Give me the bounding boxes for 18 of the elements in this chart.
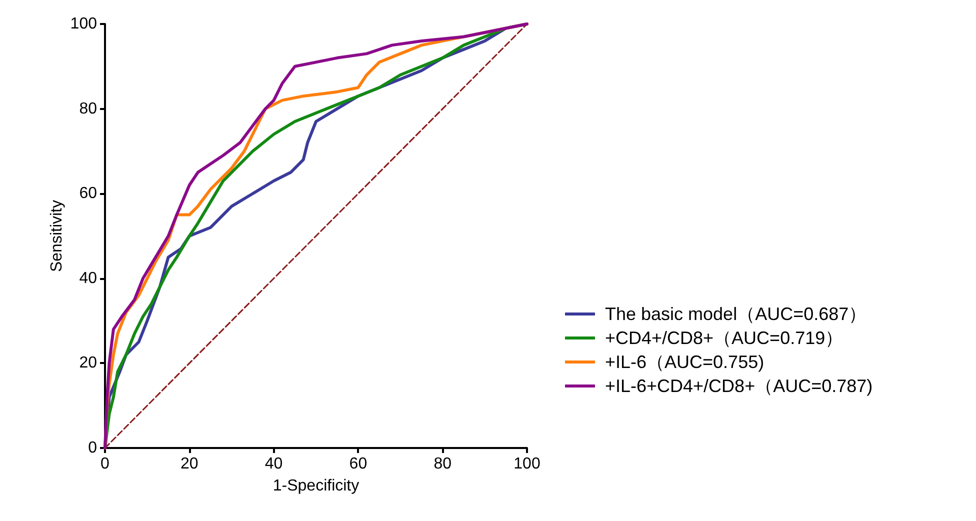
legend-label: +CD4+/CD8+（AUC=0.719） xyxy=(605,328,844,348)
x-axis-title: 1-Specificity xyxy=(272,478,360,494)
y-axis-title: Sensitivity xyxy=(48,200,66,272)
x-tick-label: 40 xyxy=(264,456,283,472)
x-tick-label: 20 xyxy=(180,456,198,472)
y-tick-label: 60 xyxy=(79,185,98,202)
x-tick-label: 100 xyxy=(514,456,540,472)
y-tick-label: 40 xyxy=(79,270,98,287)
legend-label: The basic model（AUC=0.687） xyxy=(605,304,867,324)
legend-label: +IL-6（AUC=0.755) xyxy=(605,352,764,372)
y-tick-label: 100 xyxy=(70,16,98,32)
y-tick-label: 0 xyxy=(88,440,98,456)
y-tick-label: 80 xyxy=(79,100,98,118)
legend-label: +IL-6+CD4+/CD8+（AUC=0.787) xyxy=(605,376,873,396)
x-tick-label: 80 xyxy=(434,456,452,472)
y-tick-label: 20 xyxy=(79,354,98,372)
x-tick-label: 60 xyxy=(349,456,368,472)
x-tick-label: 0 xyxy=(100,456,110,472)
